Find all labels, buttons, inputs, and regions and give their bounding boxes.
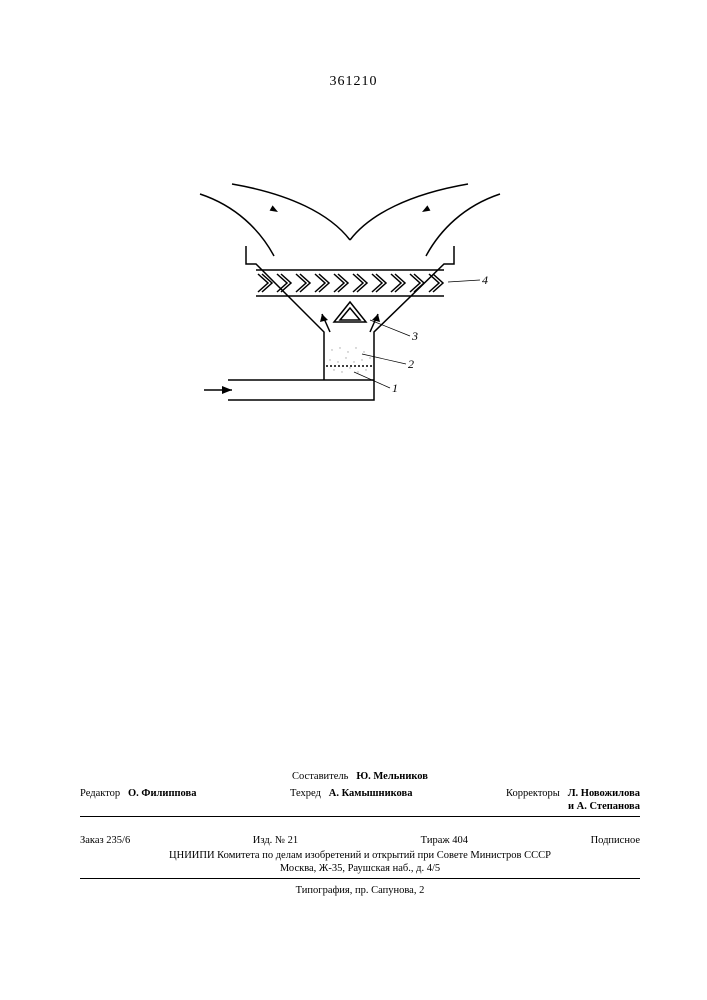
throat-fill (326, 342, 372, 378)
compiler-name: Ю. Мельников (356, 771, 428, 782)
ref-2: 2 (408, 357, 414, 371)
funnel-body (246, 246, 454, 380)
proof-label: Корректоры (506, 788, 560, 799)
issue-label: Изд. (253, 835, 273, 846)
subscription-label: Подписное (591, 834, 640, 847)
order-no: 235/6 (106, 835, 130, 846)
patent-number: 361210 (0, 74, 707, 90)
ref-4: 4 (482, 273, 488, 287)
circ-label: Тираж (421, 835, 450, 846)
typography-line: Типография, пр. Сапунова, 2 (80, 884, 640, 897)
credits-typography: Типография, пр. Сапунова, 2 (80, 884, 640, 897)
org-line-2: Москва, Ж-35, Раушская наб., д. 4/5 (80, 862, 640, 875)
outflow-arrowheads (270, 205, 431, 214)
org-line-1: ЦНИИПИ Комитета по делам изобретений и о… (80, 849, 640, 862)
circ-no: 404 (452, 835, 468, 846)
credits-compiler-row: Составитель Ю. Мельников Редактор О. Фил… (80, 770, 640, 820)
ref-3: 3 (411, 329, 418, 343)
inlet-pipe (228, 380, 374, 400)
compiler-label: Составитель (292, 771, 348, 782)
proof-name-1: Л. Новожилова (568, 788, 640, 799)
editor-label: Редактор (80, 788, 120, 799)
outflow-curves (200, 184, 500, 256)
credits-order-row: Заказ 235/6 Изд. № 21 Тираж 404 Подписно… (80, 834, 640, 882)
inlet-arrow (204, 386, 232, 394)
editor-name: О. Филиппова (128, 788, 196, 799)
ref-1: 1 (392, 381, 398, 395)
technical-figure: 1 2 3 4 (160, 142, 540, 442)
techred-label: Техред (290, 788, 321, 799)
issue-no: № 21 (275, 835, 298, 846)
center-triangle (334, 302, 366, 322)
upflow-arrows (320, 314, 380, 332)
techred-name: А. Камышникова (329, 788, 413, 799)
proof-name-2: и А. Степанова (568, 801, 640, 812)
order-label: Заказ (80, 835, 104, 846)
